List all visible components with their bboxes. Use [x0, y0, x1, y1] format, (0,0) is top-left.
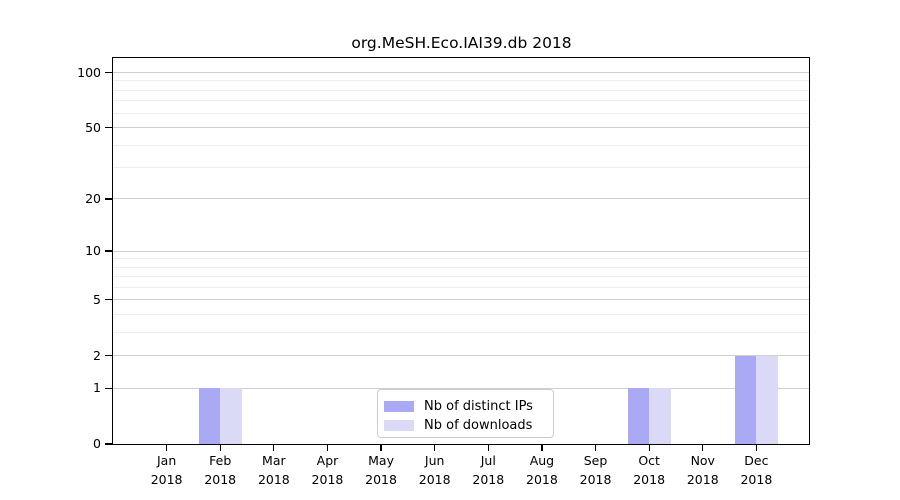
bar-nb-of-downloads-dec: [756, 355, 778, 444]
x-tick-year: 2018: [740, 472, 773, 487]
legend: Nb of distinct IPs Nb of downloads: [377, 389, 554, 438]
x-tick-mark: [326, 445, 329, 451]
gridline-major: [113, 127, 810, 129]
x-tick-mark: [434, 445, 436, 451]
x-tick-year: 2018: [686, 472, 719, 487]
y-tick-label: 1: [93, 380, 101, 396]
x-tick-month: Oct: [638, 453, 660, 468]
gridline-minor: [113, 276, 810, 278]
y-tick-label: 100: [77, 64, 101, 80]
y-tick-label: 5: [93, 291, 101, 307]
x-tick-month: Jul: [480, 453, 496, 468]
y-tick-label: 2: [93, 347, 101, 363]
gridline-major: [113, 299, 810, 301]
gridline-minor: [113, 258, 810, 260]
gridline-minor: [113, 167, 810, 169]
gridline-minor: [113, 266, 810, 268]
x-tick-label: Apr 2018: [295, 451, 359, 489]
y-tick-label: 10: [85, 243, 101, 258]
bar-nb-of-distinct-ips-feb: [198, 388, 221, 444]
gridline-major: [113, 72, 810, 74]
x-tick-year: 2018: [311, 472, 344, 487]
x-tick-label: Jan 2018: [135, 451, 199, 489]
x-tick-mark: [648, 445, 650, 451]
x-tick-year: 2018: [204, 472, 237, 487]
x-tick-mark: [487, 445, 489, 451]
x-tick-label: Feb 2018: [188, 451, 252, 489]
bar-nb-of-distinct-ips-dec: [734, 355, 757, 444]
bar-nb-of-distinct-ips-oct: [627, 388, 650, 444]
x-tick-month: Jan: [156, 453, 177, 468]
gridline-minor: [113, 286, 810, 288]
x-tick-year: 2018: [365, 472, 397, 487]
gridline-minor: [113, 80, 810, 82]
chart-title: org.MeSH.Eco.IAI39.db 2018: [351, 34, 572, 52]
x-tick-mark: [380, 445, 382, 451]
bar-nb-of-downloads-oct: [649, 388, 671, 444]
x-tick-year: 2018: [526, 472, 558, 487]
y-tick-mark: [105, 71, 112, 74]
y-tick-label: 0: [93, 436, 101, 451]
x-tick-month: Apr: [316, 453, 339, 468]
x-tick-label: May 2018: [349, 451, 413, 489]
x-tick-month: May: [368, 453, 394, 468]
gridline-minor: [113, 313, 810, 315]
x-tick-year: 2018: [579, 472, 612, 487]
legend-label-downloads: Nb of downloads: [424, 418, 533, 433]
x-tick-year: 2018: [150, 472, 183, 487]
x-tick-year: 2018: [257, 472, 290, 487]
x-tick-mark: [219, 445, 221, 451]
x-tick-label: Nov 2018: [671, 451, 735, 489]
x-tick-mark: [541, 445, 543, 451]
gridline-minor: [113, 100, 810, 102]
gridline-minor: [113, 144, 810, 146]
gridline-major: [113, 355, 810, 357]
legend-swatch-downloads: [384, 420, 414, 431]
bar-nb-of-downloads-feb: [220, 388, 242, 444]
x-tick-mark: [594, 445, 597, 451]
x-tick-month: Dec: [744, 453, 769, 468]
x-tick-label: Dec 2018: [724, 451, 788, 489]
x-tick-month: Nov: [690, 453, 715, 468]
gridline-minor: [113, 112, 810, 114]
gridline-major: [113, 387, 810, 389]
y-tick-label: 50: [85, 119, 101, 135]
x-tick-label: Mar 2018: [242, 451, 306, 489]
legend-label-distinct-ips: Nb of distinct IPs: [424, 399, 533, 414]
x-tick-label: Jul 2018: [456, 451, 520, 489]
gridline-minor: [113, 331, 810, 333]
x-tick-year: 2018: [633, 472, 666, 487]
x-tick-label: Oct 2018: [617, 451, 681, 489]
x-tick-month: Feb: [209, 453, 232, 468]
y-tick-label: 20: [85, 190, 101, 206]
x-tick-label: Jun 2018: [403, 451, 467, 489]
y-tick-mark: [105, 354, 112, 357]
x-tick-label: Sep 2018: [564, 451, 628, 489]
gridline-major: [113, 250, 810, 252]
y-tick-mark: [105, 198, 112, 200]
y-tick-mark: [105, 443, 112, 445]
x-tick-month: Mar: [262, 453, 286, 468]
x-tick-mark: [702, 445, 704, 451]
gridline-minor: [113, 89, 810, 91]
x-tick-label: Aug 2018: [510, 451, 574, 489]
legend-swatch-distinct-ips: [384, 401, 414, 412]
x-tick-month: Aug: [529, 453, 555, 468]
x-tick-year: 2018: [418, 472, 451, 487]
x-tick-month: Jun: [424, 453, 445, 468]
x-tick-mark: [273, 445, 275, 451]
legend-item-distinct-ips: Nb of distinct IPs: [384, 397, 553, 416]
x-tick-month: Sep: [583, 453, 608, 468]
gridline-major: [113, 198, 810, 200]
y-tick-mark: [105, 387, 112, 389]
y-tick-mark: [105, 126, 112, 129]
x-tick-mark: [755, 445, 757, 451]
legend-item-downloads: Nb of downloads: [384, 416, 553, 435]
y-tick-mark: [105, 250, 112, 252]
x-tick-year: 2018: [472, 472, 505, 487]
y-tick-mark: [105, 299, 112, 301]
x-tick-mark: [166, 445, 168, 451]
